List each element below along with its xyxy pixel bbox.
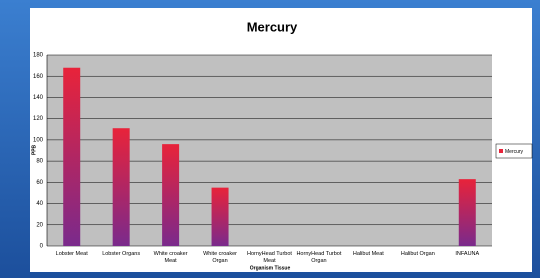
y-tick-label: 60 — [36, 180, 43, 186]
slide: Mercury Organism Tissue PPB 020406080100… — [0, 0, 540, 278]
y-tick-label: 20 — [36, 222, 43, 228]
x-tick-label: White croaker Organ — [197, 251, 243, 265]
x-tick-label: HornyHead Turbot Organ — [296, 251, 342, 265]
x-tick-label: Lobster Meat — [49, 251, 95, 258]
bar — [212, 188, 229, 246]
legend-label: Mercury — [505, 149, 524, 155]
bar — [63, 68, 80, 246]
x-tick-label: Halibut Meat — [345, 251, 391, 258]
y-tick-label: 80 — [36, 159, 43, 165]
y-tick-label: 160 — [33, 74, 44, 80]
y-tick-label: 100 — [33, 137, 44, 143]
y-tick-label: 120 — [33, 116, 44, 122]
y-axis-label: PPB — [31, 144, 37, 155]
x-tick-label: HornyHead Turbot Meat — [247, 251, 293, 265]
x-tick-label: Halibut Organ — [395, 251, 441, 258]
x-axis-label: Organism Tissue — [250, 265, 291, 271]
x-tick-label: White croaker Meat — [148, 251, 194, 265]
legend-swatch — [499, 149, 503, 153]
bar — [459, 179, 476, 246]
x-tick-label: Lobster Organs — [98, 251, 144, 258]
chart: Mercury Organism Tissue PPB 020406080100… — [0, 0, 540, 278]
bar — [113, 128, 130, 246]
bar — [162, 144, 179, 246]
y-tick-label: 140 — [33, 95, 44, 101]
y-tick-label: 40 — [36, 201, 43, 207]
chart-title: Mercury — [247, 19, 298, 34]
x-tick-label: INFAUNA — [444, 251, 490, 258]
y-tick-label: 180 — [33, 53, 44, 59]
